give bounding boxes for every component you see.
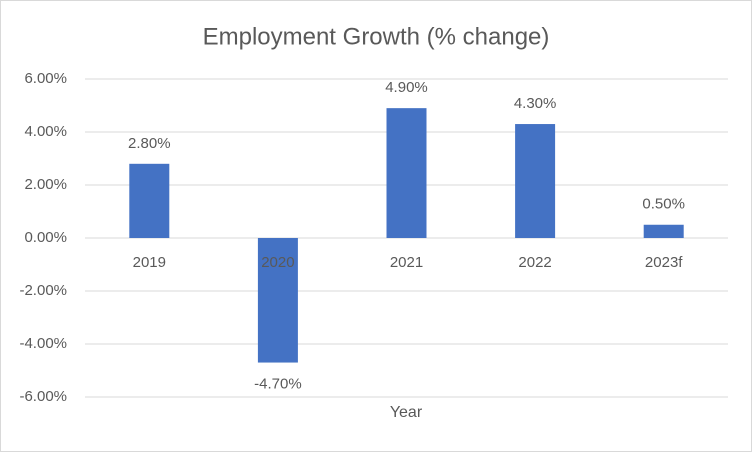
x-tick-label: 2019 [133,254,166,271]
data-label: 4.90% [385,79,428,96]
data-label: -4.70% [254,376,302,393]
y-tick-label: -6.00% [19,388,67,405]
x-tick-label: 2023f [645,254,683,271]
y-tick-label: 0.00% [24,229,67,246]
chart-title: Employment Growth (% change) [203,23,550,50]
data-label: 0.50% [642,196,685,213]
y-tick-label: 2.00% [24,176,67,193]
bar [129,163,170,238]
data-label: 2.80% [128,135,171,152]
x-tick-label: 2020 [261,254,294,271]
y-tick-label: -4.00% [19,335,67,352]
y-tick-label: 6.00% [24,70,67,87]
y-tick-label: -2.00% [19,282,67,299]
bar [515,124,556,238]
x-axis-title: Year [390,404,423,421]
x-tick-label: 2021 [390,254,423,271]
y-tick-label: 4.00% [24,123,67,140]
x-tick-label: 2022 [518,254,551,271]
bar [643,224,684,238]
bar [386,108,427,239]
bar [257,238,298,363]
data-label: 4.30% [514,95,557,112]
